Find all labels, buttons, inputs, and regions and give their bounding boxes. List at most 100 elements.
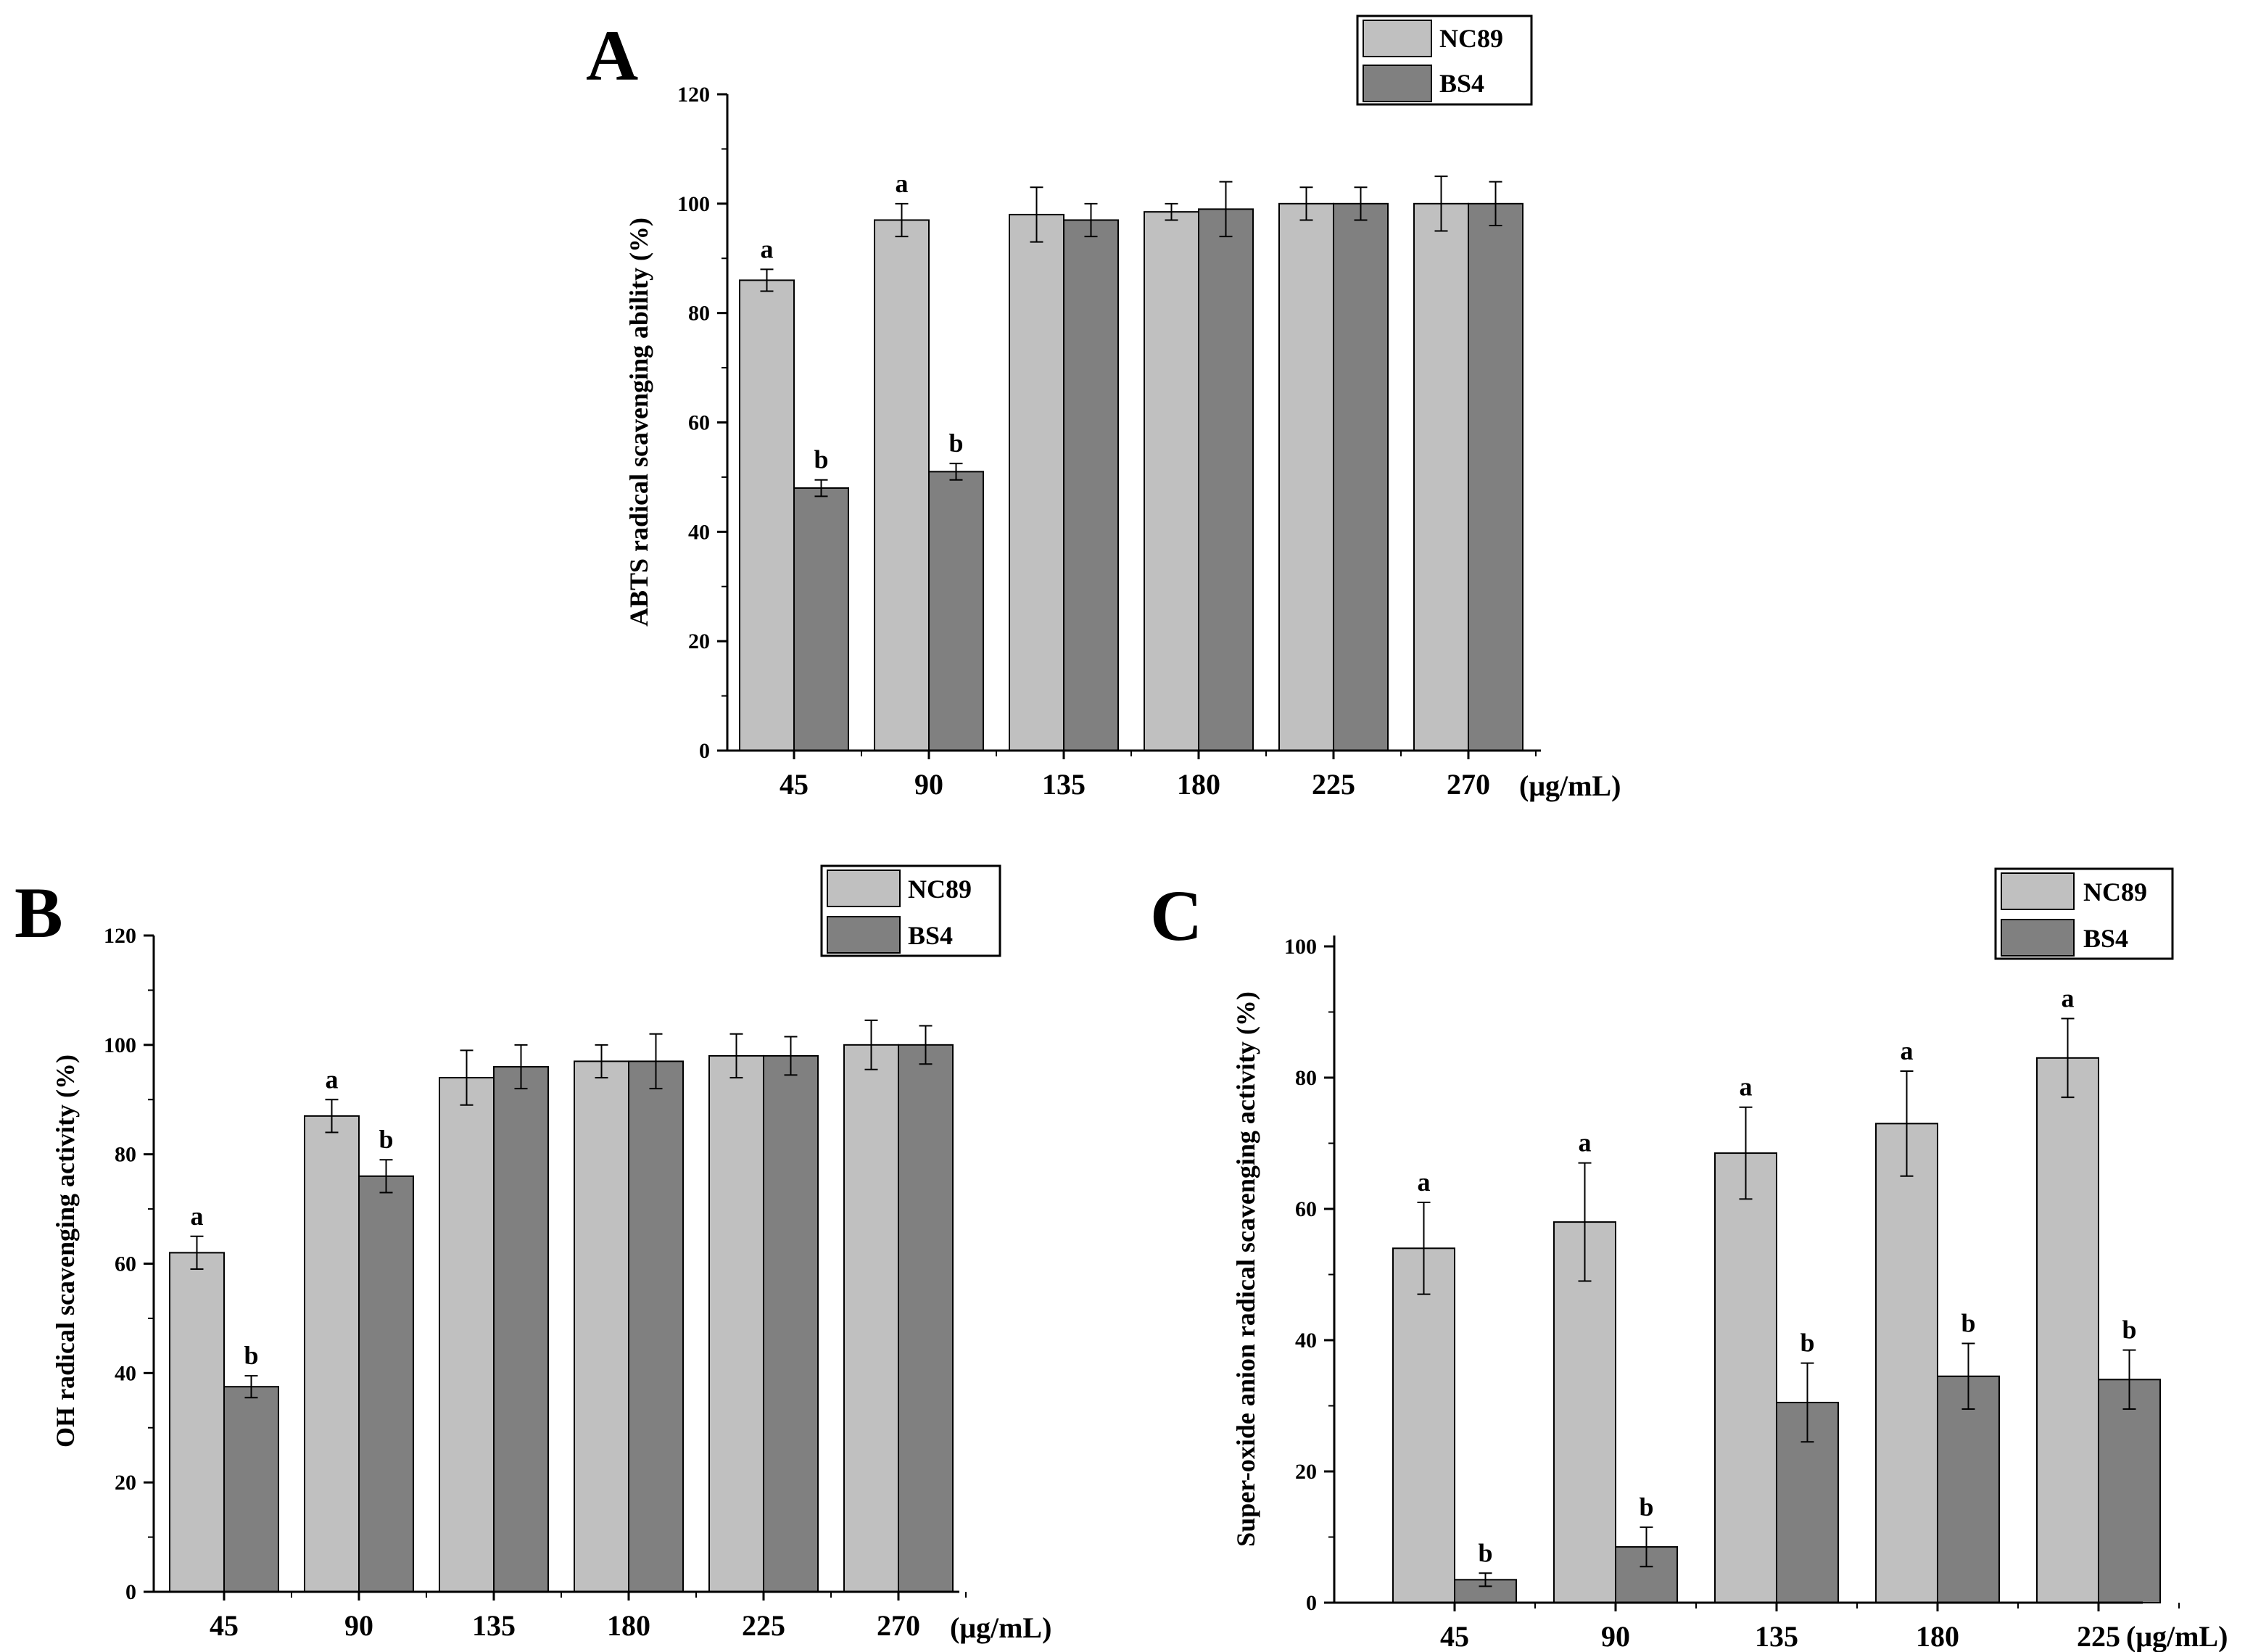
bar-nc89 [708,1054,764,1593]
y-tick-label: 60 [115,1252,136,1276]
bar-bs4 [1198,208,1254,751]
bar-nc89 [1553,1221,1616,1603]
bar-nc89 [843,1044,899,1593]
error-bar-nc89 [190,1235,204,1271]
bar-nc89 [574,1060,629,1593]
error-bar-bs4 [1489,181,1502,226]
x-unit-label: (μg/mL) [950,1611,1051,1644]
significance-letter: b [1478,1538,1492,1567]
error-bar-nc89 [1900,1070,1914,1177]
bar-nc89 [2036,1057,2099,1603]
error-bar-nc89 [1030,186,1043,243]
y-axis-title: OH radical scavenging activity (%) [51,1054,80,1447]
error-bar-nc89 [460,1049,474,1106]
bar-bs4 [493,1066,549,1593]
bar-bs4 [898,1044,954,1593]
x-tick-label: 225 [1312,768,1355,801]
panel-b: B NC89 BS4 0 20 40 60 80 100 120 a b a b 45 90 135 1… [15,864,1051,1644]
y-tick-label: 0 [1306,1591,1317,1615]
error-bar-bs4 [1084,202,1098,238]
significance-letter: b [379,1125,393,1154]
bar-nc89 [1278,202,1334,752]
y-tick-label: 20 [115,1471,136,1495]
error-bar-bs4 [949,463,963,481]
bar-nc89 [304,1115,360,1593]
error-bar-nc89 [1578,1162,1592,1282]
error-bar-bs4 [1961,1342,1975,1411]
x-unit-label: (μg/mL) [1519,769,1621,802]
x-tick-label: 270 [1447,768,1490,801]
y-tick-label: 40 [1295,1329,1317,1352]
x-tick-label: 90 [1601,1620,1630,1652]
error-bar-bs4 [379,1159,393,1194]
bar-bs4 [1063,219,1119,752]
error-bar-bs4 [1640,1526,1653,1568]
y-tick-label: 0 [699,739,710,763]
error-bar-bs4 [1219,181,1233,238]
y-tick-label: 120 [104,924,136,948]
error-bar-bs4 [1479,1572,1492,1587]
bar-bs4 [1333,202,1389,752]
error-bar-bs4 [784,1036,798,1076]
significance-letter: a [326,1065,339,1094]
error-bar-nc89 [1165,202,1178,221]
legend-label-nc89: NC89 [1439,24,1503,53]
bar-nc89 [874,219,930,752]
significance-letter: b [244,1341,258,1370]
legend-label-nc89: NC89 [2083,877,2147,906]
legend-swatch-nc89 [827,870,901,907]
error-bar-nc89 [1739,1106,1753,1200]
error-bar-nc89 [729,1033,743,1079]
y-tick-label: 40 [688,520,710,544]
significance-letter: b [1800,1329,1814,1358]
panel-c: C NC89 BS4 0 20 40 60 80 100 a b a b a b a b a b 45 90 1… [1150,867,2228,1652]
bar-bs4 [223,1386,279,1593]
x-tick-label: 45 [1440,1620,1469,1652]
legend-label-nc89: NC89 [908,875,972,904]
x-tick-label: 270 [877,1609,920,1642]
x-tick-label: 225 [742,1609,785,1642]
significance-letter: b [948,429,963,458]
x-tick-label: 45 [210,1609,239,1642]
bar-bs4 [928,471,984,751]
legend-label-bs4: BS4 [1439,69,1484,98]
bar-bs4 [1937,1375,2000,1604]
bar-nc89 [439,1077,495,1593]
y-tick-label: 40 [115,1361,136,1385]
error-bar-nc89 [1299,186,1313,221]
y-tick-label: 100 [677,192,710,216]
legend-label-bs4: BS4 [908,921,953,950]
legend: NC89 BS4 [1356,15,1533,106]
bar-nc89 [1413,202,1469,752]
legend-label-bs4: BS4 [2083,924,2128,953]
bar-nc89 [1875,1123,1938,1603]
bar-nc89 [739,279,795,751]
y-tick-label: 80 [688,302,710,326]
legend: NC89 BS4 [1994,867,2174,960]
x-tick-label: 90 [344,1609,373,1642]
significance-letter: a [1418,1168,1431,1197]
y-tick-label: 80 [115,1143,136,1167]
bar-bs4 [763,1054,819,1593]
bar-bs4 [793,487,849,751]
y-tick-label: 60 [688,411,710,435]
error-bar-nc89 [1434,175,1448,232]
x-tick-label: 135 [472,1609,516,1642]
legend-swatch-bs4 [827,916,901,954]
legend-swatch-nc89 [1363,20,1432,57]
y-tick-label: 100 [104,1033,136,1057]
significance-letter: a [761,234,774,263]
significance-letter: b [2122,1316,2136,1345]
bar-bs4 [1468,202,1523,752]
legend: NC89 BS4 [820,864,1001,957]
bar-bs4 [2098,1379,2161,1604]
error-bar-bs4 [919,1025,933,1065]
error-bar-bs4 [244,1375,258,1399]
significance-letter: a [1579,1128,1592,1157]
x-tick-label: 90 [914,768,943,801]
legend-swatch-nc89 [2001,872,2075,910]
error-bar-nc89 [2061,1017,2075,1099]
bar-nc89 [1392,1247,1455,1604]
error-bar-bs4 [2122,1349,2136,1411]
bar-nc89 [1714,1152,1777,1603]
